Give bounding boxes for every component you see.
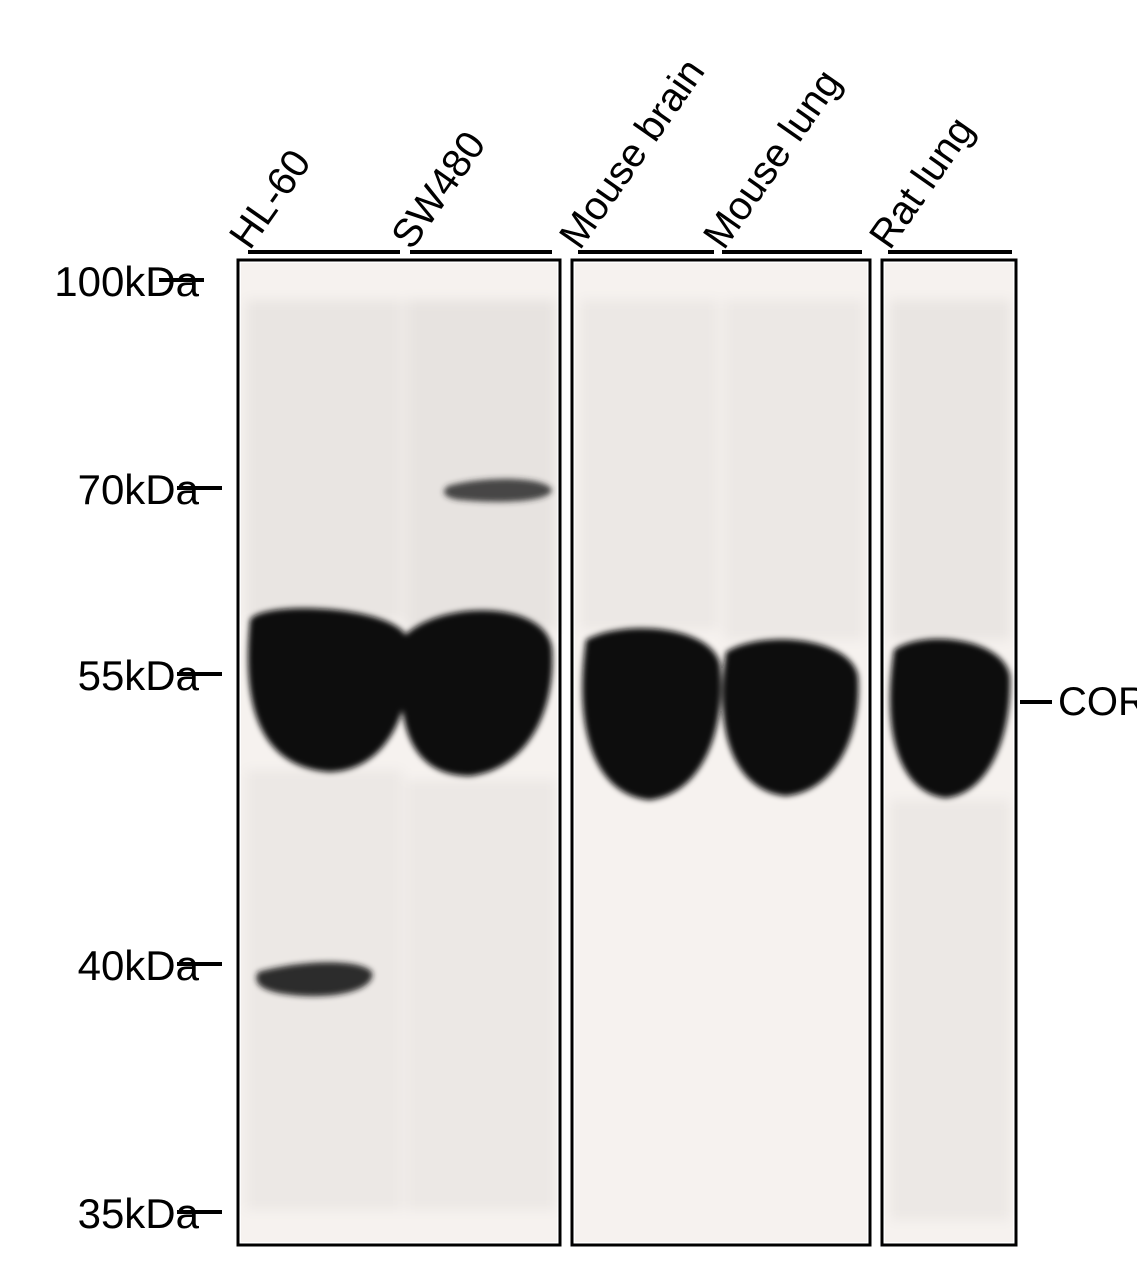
protein-tick (1020, 700, 1052, 704)
western-blot-figure: 100kDa 70kDa 55kDa 40kDa 35kDa HL-60 SW4… (0, 0, 1137, 1280)
protein-label-coro1a: CORO1A (1058, 680, 1137, 725)
blot-svg (0, 0, 1137, 1280)
